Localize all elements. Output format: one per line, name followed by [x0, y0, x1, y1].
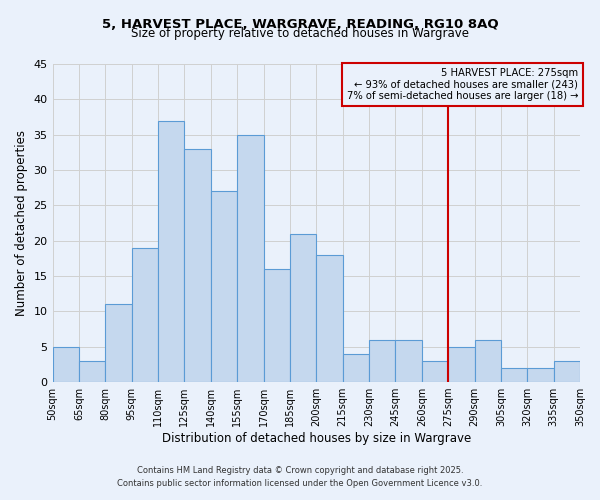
Bar [527, 368, 554, 382]
Bar [105, 304, 131, 382]
Bar [158, 120, 184, 382]
Bar [237, 134, 263, 382]
Text: Contains HM Land Registry data © Crown copyright and database right 2025.
Contai: Contains HM Land Registry data © Crown c… [118, 466, 482, 487]
Bar [395, 340, 422, 382]
Text: Size of property relative to detached houses in Wargrave: Size of property relative to detached ho… [131, 28, 469, 40]
X-axis label: Distribution of detached houses by size in Wargrave: Distribution of detached houses by size … [161, 432, 471, 445]
Bar [448, 346, 475, 382]
Text: 5, HARVEST PLACE, WARGRAVE, READING, RG10 8AQ: 5, HARVEST PLACE, WARGRAVE, READING, RG1… [101, 18, 499, 30]
Bar [211, 191, 237, 382]
Bar [369, 340, 395, 382]
Bar [263, 269, 290, 382]
Bar [184, 149, 211, 382]
Y-axis label: Number of detached properties: Number of detached properties [15, 130, 28, 316]
Bar [343, 354, 369, 382]
Bar [316, 255, 343, 382]
Bar [131, 248, 158, 382]
Bar [290, 234, 316, 382]
Text: 5 HARVEST PLACE: 275sqm
← 93% of detached houses are smaller (243)
7% of semi-de: 5 HARVEST PLACE: 275sqm ← 93% of detache… [347, 68, 578, 100]
Bar [422, 361, 448, 382]
Bar [79, 361, 105, 382]
Bar [53, 346, 79, 382]
Bar [475, 340, 501, 382]
Bar [501, 368, 527, 382]
Bar [554, 361, 580, 382]
